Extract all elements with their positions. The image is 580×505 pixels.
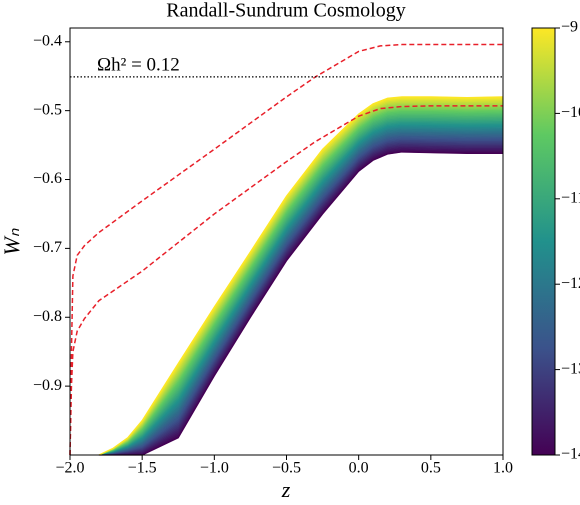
y-axis-label: Wₙ xyxy=(0,228,24,255)
x-tick-label: 1.0 xyxy=(493,460,513,477)
x-tick-label: −1.0 xyxy=(200,460,229,477)
x-tick-label: −1.5 xyxy=(128,460,157,477)
colorbar-tick-label: −11 xyxy=(561,189,580,206)
annotation: Ωh² = 0.12 xyxy=(97,54,180,75)
chart-title: Randall-Sundrum Cosmology xyxy=(166,0,405,22)
line xyxy=(69,43,503,456)
x-tick-label: 0.5 xyxy=(421,460,441,477)
y-tick-label: −0.7 xyxy=(33,239,62,256)
y-tick-label: −0.4 xyxy=(33,32,62,49)
colorbar-tick-label: −12 xyxy=(561,275,580,292)
y-tick-label: −0.6 xyxy=(33,170,62,187)
colorbar xyxy=(531,27,556,456)
band-strip xyxy=(98,104,504,456)
x-axis-label: z xyxy=(281,477,291,502)
colorbar-tick-label: −10 xyxy=(561,104,580,121)
y-tick-label: −0.8 xyxy=(33,308,62,325)
y-tick-label: −0.5 xyxy=(33,101,62,118)
band-edge xyxy=(98,96,504,456)
x-tick-label: −0.5 xyxy=(272,460,301,477)
line xyxy=(69,105,503,456)
colorbar-tick-label: −13 xyxy=(561,360,580,377)
y-tick-label: −0.9 xyxy=(33,377,62,394)
colorbar-tick-label: −9 xyxy=(561,19,578,36)
x-tick-label: −2.0 xyxy=(55,460,84,477)
colorbar-tick-label: −14 xyxy=(561,446,580,463)
x-tick-label: 0.0 xyxy=(349,460,369,477)
